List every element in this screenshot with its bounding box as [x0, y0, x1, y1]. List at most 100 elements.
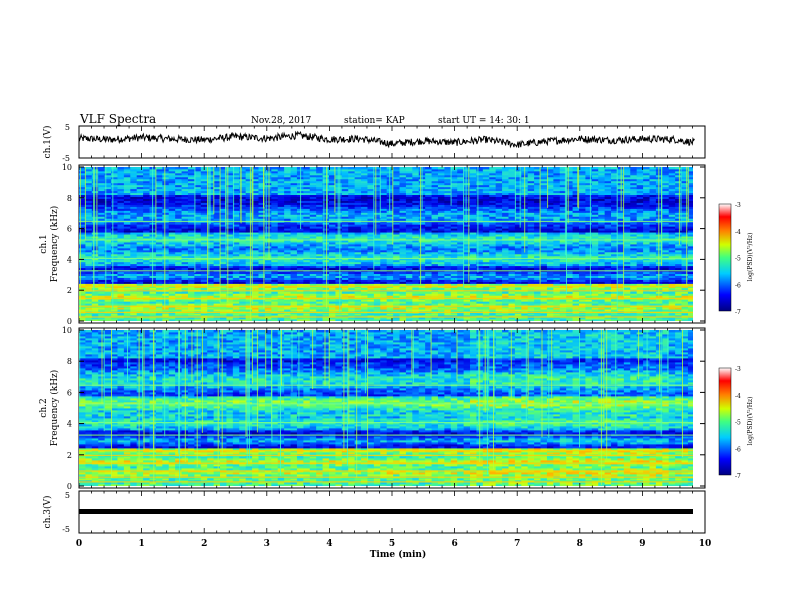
- spectrogram-cell: [143, 275, 150, 278]
- spectrogram-cell: [553, 228, 561, 231]
- spectrogram-cell: [284, 279, 291, 282]
- spectrogram-cell: [123, 317, 131, 320]
- spectrogram-cell: [681, 303, 689, 306]
- spectrogram-cell: [79, 287, 86, 290]
- spectrogram-cell: [572, 279, 580, 282]
- spectrogram-cell: [252, 224, 259, 227]
- spectrogram-cell: [643, 295, 650, 298]
- spectrogram-cell: [232, 261, 240, 265]
- spectrogram-cell: [258, 228, 266, 231]
- spectrogram-cell: [258, 271, 266, 275]
- spectrogram-cell: [207, 293, 215, 296]
- spectrogram-cell: [578, 228, 586, 231]
- spectrogram-cell: [412, 242, 420, 245]
- spectrogram-cell: [258, 295, 266, 298]
- spectrogram-cell: [553, 287, 561, 290]
- spectrogram-cell: [437, 234, 445, 237]
- spectrogram-cell: [155, 291, 163, 294]
- spectrogram-cell: [111, 253, 118, 257]
- spectrogram-cell: [322, 319, 330, 321]
- spectrogram-cell: [194, 232, 202, 235]
- spectrogram-cell: [123, 279, 131, 282]
- spectrogram-cell: [290, 222, 298, 225]
- spectrogram-cell: [155, 301, 163, 304]
- spectrogram-cell: [643, 259, 650, 263]
- spectrogram-cell: [393, 261, 400, 265]
- spectrogram-cell: [482, 277, 490, 280]
- spectrogram-cell: [457, 255, 464, 259]
- spectrogram-cell: [482, 283, 490, 286]
- spectrogram-cell: [457, 319, 464, 321]
- spectrogram-cell: [316, 240, 323, 243]
- spectrogram-cell: [168, 224, 176, 227]
- spectrogram-cell: [399, 319, 407, 321]
- spectrogram-cell: [412, 222, 420, 225]
- spectrogram-cell: [181, 230, 189, 233]
- spectrogram-cell: [220, 222, 227, 225]
- spectrogram-cell: [649, 303, 657, 306]
- spectrogram-cell: [649, 263, 657, 267]
- spectrogram-cell: [425, 307, 432, 310]
- spectrogram-cell: [303, 313, 311, 316]
- spectrogram-cell: [495, 218, 503, 221]
- spectrogram-cell: [245, 263, 253, 267]
- spectrogram-cell: [418, 275, 426, 278]
- spectrogram-cell: [104, 283, 112, 286]
- spectrogram-cell: [271, 242, 279, 245]
- spectrogram-cell: [681, 236, 689, 239]
- spectrogram-cell: [546, 295, 554, 298]
- spectrogram-cell: [675, 279, 682, 282]
- spectrogram-cell: [367, 273, 375, 276]
- spectrogram-cell: [431, 281, 439, 284]
- spectrogram-cell: [149, 295, 157, 298]
- spectrogram-cell: [380, 315, 388, 318]
- spectrogram-cell: [296, 299, 304, 302]
- spectrogram-cell: [655, 315, 663, 318]
- spectrogram-cell: [450, 247, 458, 251]
- spectrogram-cell: [200, 240, 208, 243]
- spectrogram-cell: [534, 222, 541, 225]
- spectrogram-cell: [425, 244, 432, 247]
- spectrogram-cell: [687, 315, 693, 318]
- spectrogram-cell: [540, 303, 548, 306]
- spectrogram-cell: [373, 245, 381, 249]
- spectrogram-cell: [521, 275, 529, 278]
- spectrogram-cell: [341, 287, 349, 290]
- spectrogram-cell: [527, 319, 535, 321]
- spectrogram-cell: [611, 307, 618, 310]
- spectrogram-cell: [111, 273, 118, 276]
- spectrogram-cell: [393, 275, 400, 278]
- spectrogram-cell: [482, 249, 490, 253]
- spectrogram-cell: [354, 309, 362, 312]
- spectrogram-cell: [521, 303, 529, 306]
- spectrogram-cell: [546, 244, 554, 247]
- spectrogram-cell: [476, 255, 484, 259]
- spectrogram-cell: [290, 263, 298, 267]
- spectrogram-cell: [405, 218, 413, 221]
- spectrogram-cell: [136, 224, 144, 227]
- spectrogram-cell: [386, 222, 394, 225]
- spectrogram-cell: [393, 315, 400, 318]
- spectrogram-cell: [367, 313, 375, 316]
- spectrogram-cell: [341, 317, 349, 320]
- spectrogram-cell: [502, 267, 509, 271]
- spectrogram-cell: [271, 279, 279, 282]
- spectrogram-cell: [476, 267, 484, 271]
- spectrogram-cell: [482, 299, 490, 302]
- spectrogram-cell: [482, 309, 490, 312]
- spectrogram-cell: [431, 265, 439, 269]
- spectrogram-cell: [130, 255, 138, 259]
- spectrogram-cell: [655, 238, 663, 241]
- spectrogram-cell: [655, 275, 663, 278]
- spectrogram-cell: [187, 259, 195, 263]
- spectrogram-cell: [200, 293, 208, 296]
- spectrogram-cell: [348, 307, 356, 310]
- spectrogram-cell: [386, 271, 394, 275]
- spectrogram-cell: [514, 226, 522, 229]
- spectrogram-cell: [643, 303, 650, 306]
- spectrogram-cell: [566, 283, 573, 286]
- spectrogram-cell: [232, 238, 240, 241]
- spectrogram-cell: [540, 309, 548, 312]
- spectrogram-cell: [271, 295, 279, 298]
- spectrogram-cell: [322, 293, 330, 296]
